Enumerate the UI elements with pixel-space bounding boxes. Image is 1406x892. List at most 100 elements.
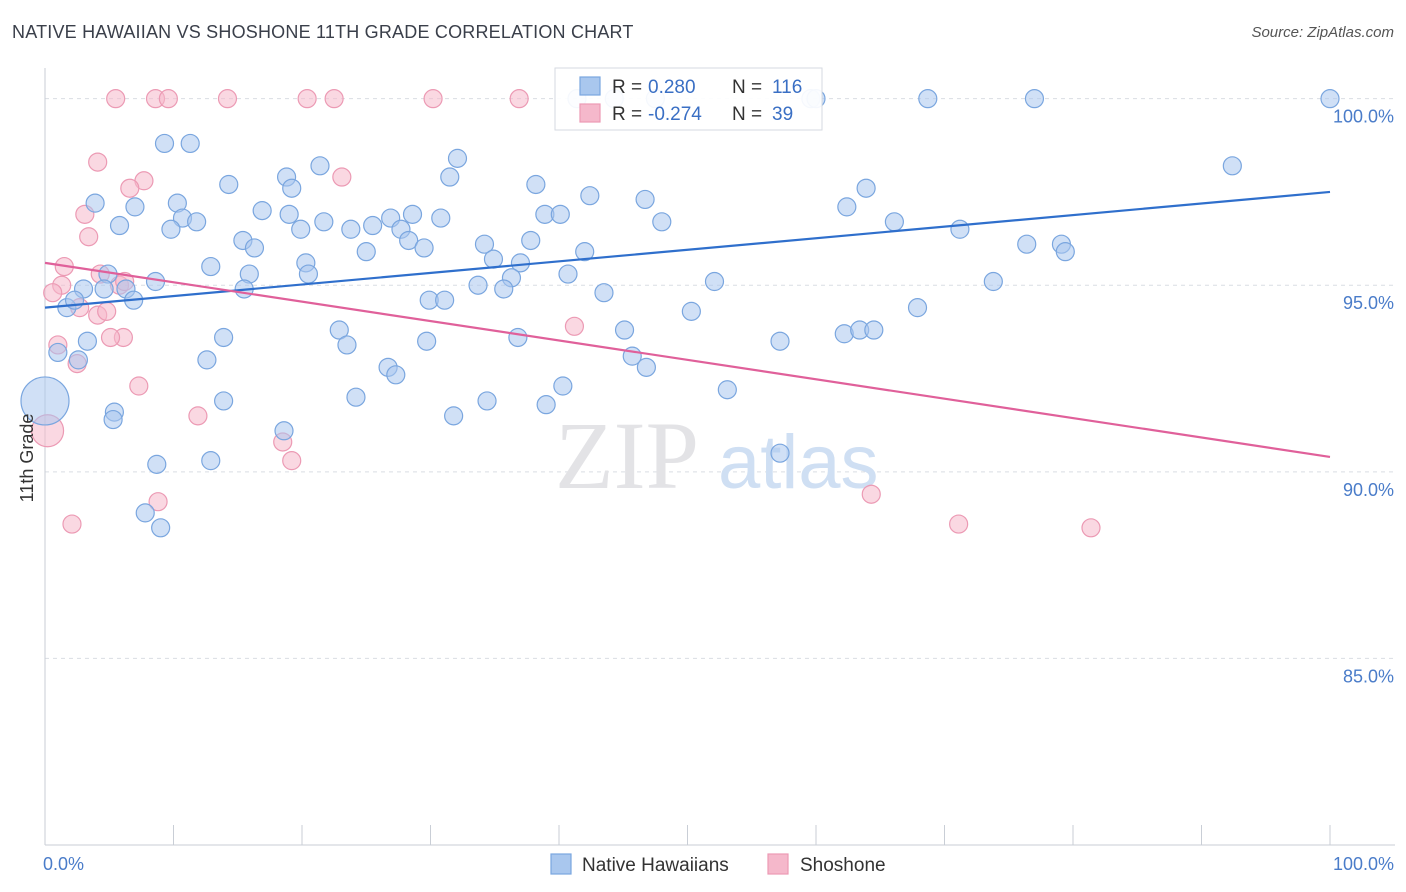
watermark-atlas: atlas [718,420,879,505]
native-hawaiian-point [440,167,460,187]
native-hawaiian-point [1320,89,1340,109]
native-hawaiian-point [48,342,68,363]
x-tick-label: 0.0% [43,854,84,874]
native-hawaiian-point [431,208,451,228]
chart-title: NATIVE HAWAIIAN VS SHOSHONE 11TH GRADE C… [12,22,634,42]
tick-labels: 85.0% 90.0% 95.0% 100.0% 0.0% 100.0% [43,107,1394,874]
native-hawaiian-point [161,219,181,239]
native-hawaiian-point [414,238,434,258]
native-hawaiian-point [310,156,330,176]
native-hawaiian-point [635,189,655,210]
native-hawaiian-point [770,443,790,463]
y-axis-title: 11th Grade [17,414,37,503]
shoshone-point [148,492,168,512]
shoshone-point [564,316,585,336]
native-hawaiian-point [214,391,234,411]
native-hawaiian-point [147,454,167,474]
native-hawaiian-point [907,298,928,318]
native-hawaiian-point [282,178,302,198]
native-hawaiian-point [636,357,656,377]
native-hawaiian-point [103,409,123,430]
shoshone-point [423,89,443,109]
native-hawaiian-point [494,279,514,299]
native-hawaiian-point [444,406,464,426]
x-tick-label: 100.0% [1333,854,1394,874]
native-hawaiian-point [214,327,234,348]
native-hawaiian-point [201,256,221,277]
native-hawaiian-point [125,197,145,217]
native-hawaiian-point [291,219,311,239]
native-hawaiian-trend-line [44,190,1331,309]
native-hawaiian-point [109,215,130,236]
shoshone-point [79,227,99,247]
shoshone-point [949,514,969,534]
native-hawaiian-point [614,320,635,340]
stats-r-value: -0.274 [648,104,702,125]
native-hawaiian-point [180,133,200,154]
native-hawaiian-point [652,212,672,232]
legend-label: Native Hawaiians [582,855,729,876]
native-hawaiian-point [279,204,299,224]
shoshone-point [188,406,208,426]
native-hawaiian-point [717,380,737,400]
native-hawaiian-point [68,350,89,370]
native-hawaiian-point [550,204,570,224]
native-hawaiian-point [575,242,595,262]
y-tick-label: 90.0% [1343,480,1394,500]
native-hawaiian-point [580,186,600,206]
native-hawaiian-point [483,249,504,269]
native-hawaiian-point [856,178,876,198]
shoshone-point [129,376,149,396]
native-hawaiian-point [521,230,541,251]
native-hawaiian-point [399,230,419,251]
native-hawaiian-point [837,197,857,217]
native-hawaiian-point [526,174,546,195]
source-label: Source: ZipAtlas.com [1251,24,1394,41]
stats-n-label: N = [732,104,762,125]
native-hawaiian-point [1222,156,1242,176]
native-hawaiian-point [151,518,171,538]
native-hawaiian-point [950,219,970,239]
native-hawaiian-point [435,290,455,310]
shoshone-point [158,89,178,109]
stats-r-label: R = [612,77,642,98]
native-hawaiian-point [187,212,207,232]
native-hawaiian-point [197,350,217,370]
native-hawaiian-point [474,234,495,254]
native-hawaiian-point [219,174,239,195]
native-hawaiian-point [468,275,488,295]
native-hawaiian-point [417,331,437,351]
native-hawaiian-point [94,279,114,299]
native-hawaiian-point [298,264,319,284]
stats-n-label: N = [732,77,762,98]
native-hawaiian-point [1024,89,1045,109]
shoshone-point [1081,518,1101,538]
stats-n-value: 116 [772,77,802,98]
native-hawaiian-point [558,264,578,284]
native-hawaiian-point [135,503,155,523]
native-hawaiian-point [363,215,383,236]
shoshone-point [324,89,344,109]
shoshone-point [282,451,302,471]
stats-r-value: 0.280 [648,77,696,98]
native-hawaiian-point [1017,234,1037,254]
shoshone-point [217,89,238,109]
native-hawaiian-point [77,331,98,351]
native-hawaiian-point [329,320,349,340]
shoshone-point [332,167,352,187]
stats-swatch [579,103,601,123]
native-hawaiian-point [510,253,531,273]
bottom-legend: Native Hawaiians Shoshone [550,853,886,876]
native-hawaiian-point [983,271,1003,292]
watermark-zip: ZIP [555,402,699,509]
stats-swatch [579,76,601,96]
stats-n-value: 39 [772,104,793,125]
native-hawaiian-point [386,365,406,385]
native-hawaiian-point [884,212,904,232]
stats-legend: R = 0.280 N = 116 R = -0.274 N = 39 [554,67,823,131]
stats-r-label: R = [612,104,642,125]
native-hawaiian-point [346,387,366,407]
shoshone-point [97,301,117,321]
shoshone-point [297,89,317,109]
native-hawaiian-point [681,301,701,321]
